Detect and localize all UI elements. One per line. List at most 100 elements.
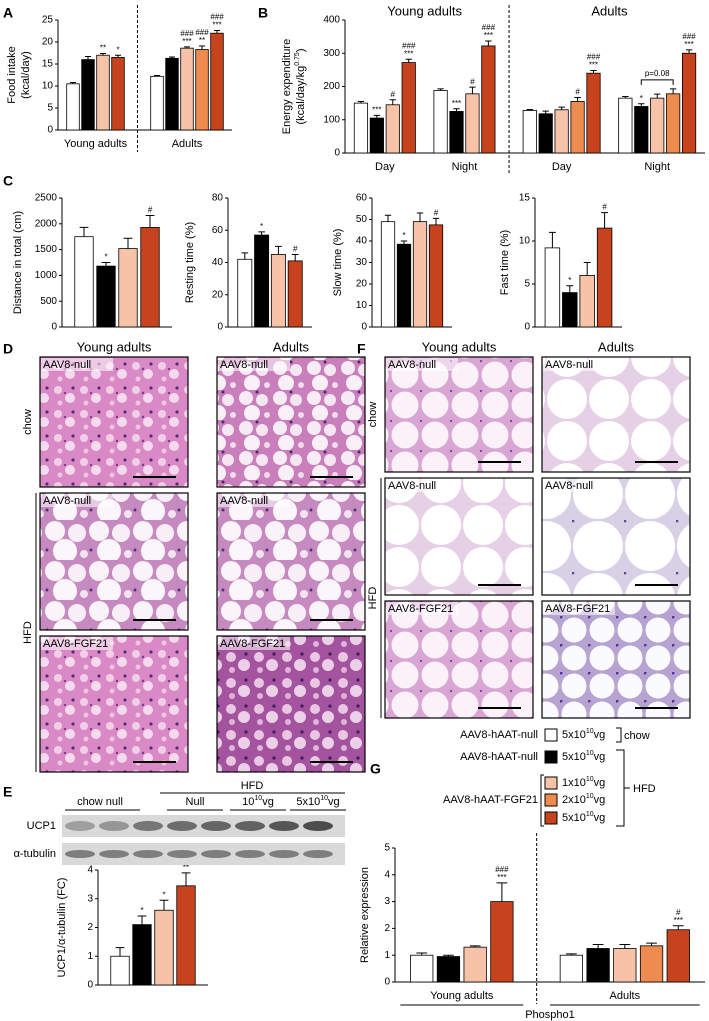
bar — [195, 49, 209, 131]
error-bar — [275, 245, 282, 255]
bar — [412, 221, 428, 328]
bar — [559, 954, 584, 983]
significance: ### — [402, 41, 416, 50]
significance: # — [676, 908, 681, 917]
error-bar — [453, 108, 460, 112]
text-part: 5x10 — [296, 796, 320, 808]
blot-band — [201, 821, 231, 831]
panel-letter: F — [357, 341, 366, 357]
bar — [96, 54, 110, 131]
y-tick-label: 15 — [519, 193, 531, 204]
section-label: Adults — [591, 3, 628, 18]
significance: * — [140, 906, 143, 915]
tile-label: AAV8-null — [220, 495, 268, 507]
bar — [385, 104, 400, 154]
bar — [237, 258, 253, 328]
y-axis-label: UCP1/α-tubulin (FC) — [56, 878, 68, 978]
significance: # — [148, 206, 153, 215]
bar — [410, 954, 434, 983]
bar — [490, 901, 514, 983]
legend-swatch — [544, 793, 558, 807]
bar — [538, 113, 553, 154]
legend-name: AAV8-hAAT-null — [460, 751, 538, 763]
y-tick-label: 3 — [87, 893, 93, 904]
bar — [436, 956, 461, 983]
error-bar — [526, 108, 533, 111]
blot-band — [65, 850, 95, 858]
micrograph — [216, 356, 366, 488]
superscript: 10 — [586, 750, 594, 757]
significance: ### — [180, 29, 194, 38]
text-part: vg — [594, 729, 606, 741]
label-bg — [41, 358, 113, 371]
label-bg — [41, 637, 113, 650]
y-tick-label: 1000 — [35, 270, 58, 281]
error-bar — [646, 942, 657, 946]
y-tick-label: 30 — [356, 257, 368, 268]
superscript: 10 — [586, 776, 594, 783]
error-bar — [258, 231, 265, 236]
bar — [613, 948, 637, 983]
significance: * — [104, 253, 107, 262]
error-bar — [199, 45, 205, 50]
superscript: 10 — [586, 728, 594, 735]
error-bar — [685, 49, 693, 54]
bar — [287, 260, 303, 328]
text-part: 5x10 — [562, 729, 586, 741]
hfd-bracket — [616, 749, 630, 827]
y-axis-label: Fast time (%) — [499, 230, 511, 295]
bar — [522, 110, 537, 154]
micrograph — [39, 356, 189, 488]
error-bar — [357, 100, 365, 104]
blot-band — [133, 850, 163, 858]
micrograph — [541, 356, 691, 473]
text-part: vg — [328, 796, 340, 808]
bar — [180, 47, 194, 131]
legend-dose: 2x1010vg — [562, 793, 605, 806]
significance: * — [402, 231, 405, 240]
significance: ### — [195, 28, 209, 37]
bar — [634, 106, 649, 154]
dose-bracket — [540, 774, 544, 827]
error-bar — [669, 88, 677, 94]
y-tick-label: 10 — [42, 81, 54, 92]
bar — [111, 57, 125, 131]
tile-label: AAV8-null — [388, 480, 436, 492]
y-tick-label: 1 — [87, 951, 93, 962]
significance: *** — [212, 21, 221, 30]
error-bar — [566, 953, 577, 956]
y-axis-label: (kcal/day) — [20, 51, 32, 99]
superscript: 10 — [586, 793, 594, 800]
section-label: Young adults — [387, 3, 462, 18]
y-tick-label: 0 — [334, 148, 340, 159]
error-bar — [590, 70, 597, 74]
bar — [66, 83, 80, 131]
bar — [554, 109, 569, 154]
label-bg — [218, 637, 290, 650]
label-bg — [543, 479, 615, 492]
error-bar — [384, 214, 392, 222]
significance: *** — [484, 31, 493, 40]
bar — [639, 945, 664, 983]
y-tick-label: 40 — [356, 236, 368, 247]
text-part: 2x10 — [562, 794, 586, 806]
blot-band — [99, 850, 129, 858]
error-bar — [548, 231, 556, 248]
error-bar — [101, 262, 111, 267]
error-bar — [115, 947, 125, 957]
error-bar — [373, 114, 381, 119]
lane-label: 1010vg — [242, 795, 274, 808]
bar — [666, 929, 690, 983]
micrograph — [384, 356, 534, 473]
label-bg — [41, 494, 113, 507]
blot-band — [235, 821, 265, 831]
blot-band — [99, 821, 129, 831]
bar — [570, 101, 585, 154]
y-tick-label: 400 — [323, 15, 340, 26]
panel-letter: D — [3, 341, 13, 357]
error-bar — [558, 106, 565, 110]
blot-band — [133, 821, 163, 831]
error-bar — [405, 58, 412, 63]
legend-dose: 5x1010vg — [562, 728, 605, 741]
error-bar — [159, 899, 169, 911]
